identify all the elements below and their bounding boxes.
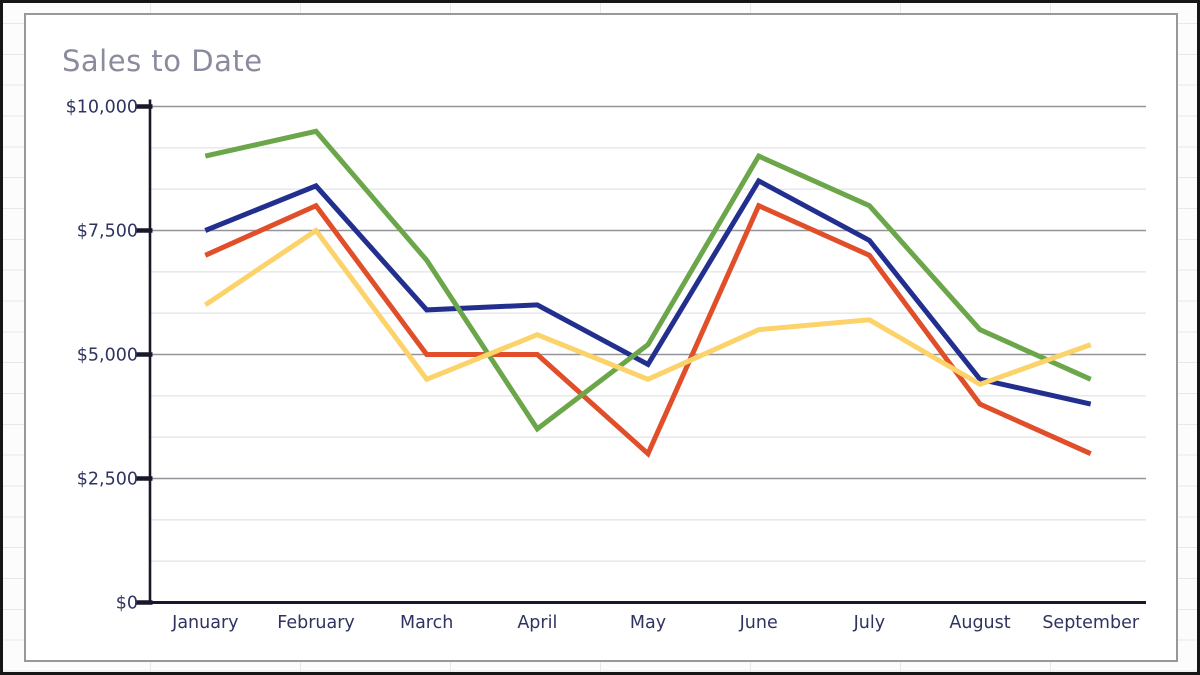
y-axis-label: $10,000 bbox=[66, 98, 138, 118]
x-axis-label: March bbox=[400, 613, 453, 633]
series-line-blue bbox=[204, 177, 1092, 407]
series-line-yellow bbox=[203, 227, 1092, 388]
y-axis-label: $5,000 bbox=[77, 346, 138, 366]
x-axis-label: May bbox=[630, 613, 666, 633]
x-axis-label: April bbox=[517, 613, 557, 633]
y-axis-label: $7,500 bbox=[77, 222, 138, 242]
x-axis-label: July bbox=[853, 613, 885, 633]
y-axis-label: $2,500 bbox=[77, 470, 138, 490]
x-axis-label: January bbox=[171, 613, 238, 633]
chart-title: Sales to Date bbox=[62, 44, 263, 78]
x-axis-label: June bbox=[739, 613, 778, 633]
x-axis-label: August bbox=[949, 613, 1010, 633]
series-line-green bbox=[204, 128, 1092, 433]
y-axis-label: $0 bbox=[116, 594, 138, 614]
x-axis-label: February bbox=[277, 613, 355, 633]
x-axis-label: September bbox=[1042, 613, 1140, 633]
series-line-red bbox=[204, 202, 1092, 458]
